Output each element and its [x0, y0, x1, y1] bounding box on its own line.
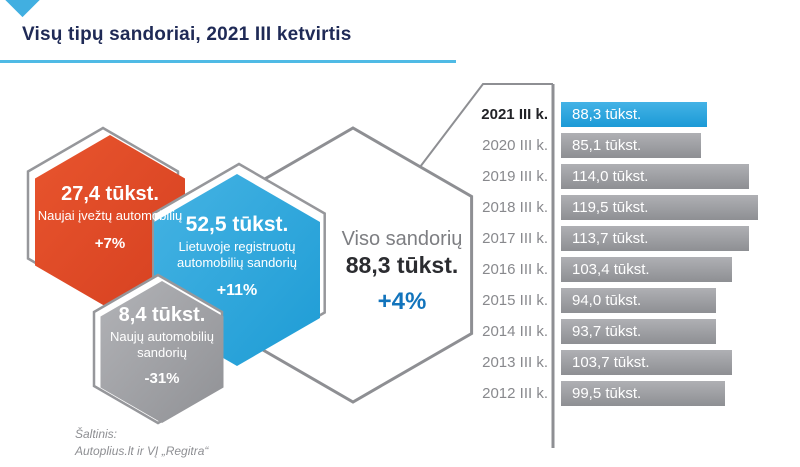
bar-value-label: 103,7 tūkst.	[572, 354, 650, 371]
total-hexagon-label: Viso sandorių 88,3 tūkst. +4%	[312, 227, 492, 316]
bar: 94,0 tūkst.	[561, 288, 716, 313]
gray-hexagon-value: 8,4 tūkst.	[118, 304, 206, 326]
red-hexagon-change: +7%	[94, 235, 126, 252]
bar-year-label: 2021 III k.	[481, 106, 548, 123]
bar-year-label: 2018 III k.	[482, 199, 548, 216]
blue-hexagon-desc: Lietuvoje registruotų automobilių sandor…	[177, 239, 297, 270]
bar-value-label: 88,3 tūkst.	[572, 106, 642, 123]
bar-chart-rows: 2021 III k. 88,3 tūkst. 2020 III k. 85,1…	[472, 102, 798, 412]
bar-row: 2016 III k. 103,4 tūkst.	[472, 257, 798, 282]
bar-year-label: 2014 III k.	[482, 323, 548, 340]
bar-year-label: 2019 III k.	[482, 168, 548, 185]
bar-year-label: 2012 III k.	[482, 385, 548, 402]
bar: 119,5 tūkst.	[561, 195, 758, 220]
bar-row: 2013 III k. 103,7 tūkst.	[472, 350, 798, 375]
bar-value-label: 113,7 tūkst.	[572, 230, 649, 247]
brand-arrow-icon	[4, 0, 41, 18]
bar-value-label: 94,0 tūkst.	[572, 292, 642, 309]
red-hexagon-label: 27,4 tūkst. Naujai įvežtų automobilių +7…	[36, 182, 184, 252]
red-hexagon	[35, 135, 185, 309]
blue-hexagon-change: +11%	[216, 282, 258, 299]
bar-value-label: 99,5 tūkst.	[572, 385, 642, 402]
bar-row: 2021 III k. 88,3 tūkst.	[472, 102, 798, 127]
hexagon-diagram	[26, 83, 555, 448]
gray-hexagon-change: -31%	[144, 370, 180, 387]
bar: 103,7 tūkst.	[561, 350, 732, 375]
bar-year-label: 2016 III k.	[482, 261, 548, 278]
source-line-1: Šaltinis:	[75, 427, 118, 441]
total-value: 88,3 tūkst.	[345, 252, 459, 278]
source-line-2: Autoplius.lt ir VĮ „Regitra“	[75, 444, 209, 458]
red-hexagon-desc: Naujai įvežtų automobilių	[37, 208, 183, 223]
red-hexagon-value: 27,4 tūkst.	[61, 183, 159, 205]
bar-row: 2017 III k. 113,7 tūkst.	[472, 226, 798, 251]
bar-year-label: 2015 III k.	[482, 292, 548, 309]
gray-hexagon-desc: Naujų automobilių sandorių	[109, 329, 215, 360]
bar-value-label: 114,0 tūkst.	[572, 168, 649, 185]
bar: 103,4 tūkst.	[561, 257, 732, 282]
bar: 88,3 tūkst.	[561, 102, 707, 127]
gray-hexagon-label: 8,4 tūkst. Naujų automobilių sandorių -3…	[90, 303, 234, 387]
callout-line	[419, 83, 553, 168]
total-change: +4%	[377, 288, 427, 315]
blue-hexagon-label: 52,5 tūkst. Lietuvoje registruotų automo…	[155, 213, 319, 300]
bar-year-label: 2017 III k.	[482, 230, 548, 247]
bar-row: 2020 III k. 85,1 tūkst.	[472, 133, 798, 158]
bar: 114,0 tūkst.	[561, 164, 749, 189]
bar: 93,7 tūkst.	[561, 319, 716, 344]
total-caption: Viso sandorių	[341, 228, 463, 250]
bar-row: 2015 III k. 94,0 tūkst.	[472, 288, 798, 313]
page-title: Visų tipų sandoriai, 2021 III ketvirtis	[22, 24, 352, 45]
bar-value-label: 103,4 tūkst.	[572, 261, 650, 278]
bar-value-label: 93,7 tūkst.	[572, 323, 642, 340]
bar: 113,7 tūkst.	[561, 226, 749, 251]
gray-hexagon	[100, 281, 224, 423]
bar-value-label: 119,5 tūkst.	[572, 199, 649, 216]
blue-hexagon-value: 52,5 tūkst.	[185, 213, 289, 236]
source-note: Šaltinis: Autoplius.lt ir VĮ „Regitra“	[75, 426, 208, 460]
bar-year-label: 2013 III k.	[482, 354, 548, 371]
bar: 99,5 tūkst.	[561, 381, 725, 406]
title-underline	[0, 60, 456, 63]
bar-value-label: 85,1 tūkst.	[572, 137, 642, 154]
bar-year-label: 2020 III k.	[482, 137, 548, 154]
bar-row: 2012 III k. 99,5 tūkst.	[472, 381, 798, 406]
bar: 85,1 tūkst.	[561, 133, 701, 158]
bar-row: 2019 III k. 114,0 tūkst.	[472, 164, 798, 189]
bar-row: 2018 III k. 119,5 tūkst.	[472, 195, 798, 220]
bar-row: 2014 III k. 93,7 tūkst.	[472, 319, 798, 344]
